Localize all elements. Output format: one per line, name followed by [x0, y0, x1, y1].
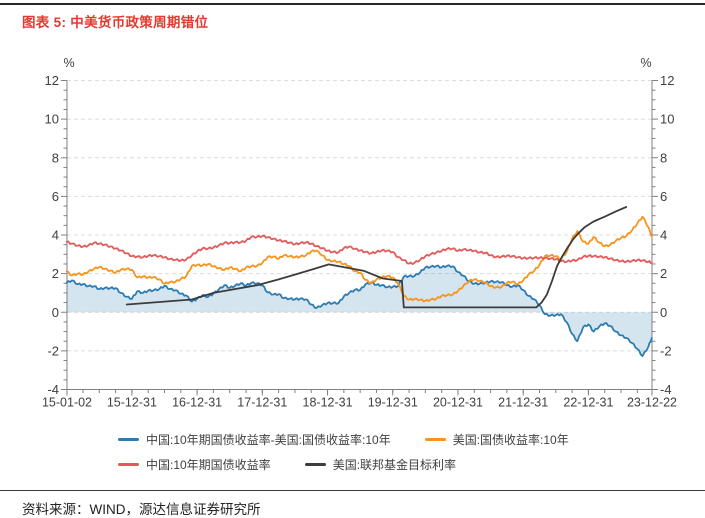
axis-labels: -4 -4 -2 -2 0 0 2 2 4 4 6 6 8 8 10 10 12 12% % 15-01-02 15-1…	[42, 56, 677, 410]
svg-text:23-12-22: 23-12-22	[627, 396, 677, 410]
series-line-2	[65, 234, 653, 265]
legend-row-1: 中国:10年期国债收益率-美国:国债收益率:10年 美国:国债收益率:10年	[118, 431, 569, 448]
us10y-line-swatch-icon	[424, 438, 446, 441]
svg-text:8: 8	[52, 150, 59, 165]
cn10y-line-swatch-icon	[118, 463, 139, 466]
svg-text:15-01-02: 15-01-02	[42, 396, 92, 410]
svg-text:22-12-31: 22-12-31	[563, 396, 613, 410]
svg-text:4: 4	[660, 228, 667, 243]
figure-title: 图表 5: 中美货币政策周期错位	[22, 15, 209, 30]
legend-item-spread: 中国:10年期国债收益率-美国:国债收益率:10年	[118, 431, 391, 448]
svg-text:0: 0	[52, 305, 59, 320]
legend-row-2: 中国:10年期国债收益率 美国:联邦基金目标利率	[118, 456, 569, 473]
chart-legend: 中国:10年期国债收益率-美国:国债收益率:10年 美国:国债收益率:10年 中…	[118, 431, 569, 473]
fedfunds-line-swatch-icon	[304, 463, 326, 466]
svg-text:12: 12	[45, 73, 59, 88]
svg-text:21-12-31: 21-12-31	[498, 396, 548, 410]
svg-text:-4: -4	[47, 382, 59, 397]
svg-text:15-12-31: 15-12-31	[107, 396, 157, 410]
svg-text:10: 10	[45, 112, 59, 127]
svg-text:12: 12	[660, 73, 674, 88]
svg-text:0: 0	[660, 305, 667, 320]
area-fill-series-0	[66, 265, 652, 357]
svg-text:8: 8	[660, 150, 667, 165]
legend-item-fedfunds: 美国:联邦基金目标利率	[304, 456, 457, 473]
legend-label-cn10y: 中国:10年期国债收益率	[146, 458, 271, 472]
svg-text:4: 4	[52, 228, 59, 243]
policy-cycle-chart: -4 -4 -2 -2 0 0 2 2 4 4 6 6 8 8 10 10 12 12% % 15-01-02 15-1…	[42, 56, 677, 410]
legend-label-spread: 中国:10年期国债收益率-美国:国债收益率:10年	[146, 433, 391, 447]
svg-text:-4: -4	[660, 382, 672, 397]
svg-text:16-12-31: 16-12-31	[172, 396, 222, 410]
bottom-rule	[0, 490, 705, 491]
right-unit-label: %	[640, 56, 651, 70]
svg-text:-2: -2	[47, 343, 59, 358]
legend-item-us10y: 美国:国债收益率:10年	[424, 431, 569, 448]
legend-item-cn10y: 中国:10年期国债收益率	[118, 456, 271, 473]
svg-text:17-12-31: 17-12-31	[237, 396, 287, 410]
svg-text:-2: -2	[660, 343, 672, 358]
svg-text:10: 10	[660, 112, 674, 127]
svg-text:6: 6	[52, 189, 59, 204]
left-unit-label: %	[63, 56, 74, 70]
source-note: 资料来源：WIND，源达信息证券研究所	[22, 502, 261, 517]
svg-text:2: 2	[660, 266, 667, 281]
spread-line-swatch-icon	[118, 438, 139, 441]
svg-text:2: 2	[52, 266, 59, 281]
series-line-3	[125, 206, 628, 309]
series-line-1	[65, 215, 653, 303]
top-rule	[0, 3, 705, 5]
axes	[61, 80, 658, 396]
svg-text:6: 6	[660, 189, 667, 204]
svg-text:19-12-31: 19-12-31	[368, 396, 418, 410]
legend-label-fedfunds: 美国:联邦基金目标利率	[332, 458, 457, 472]
legend-label-us10y: 美国:国债收益率:10年	[452, 433, 569, 447]
svg-text:20-12-31: 20-12-31	[433, 396, 483, 410]
svg-text:18-12-31: 18-12-31	[303, 396, 353, 410]
series-line-0	[65, 264, 653, 357]
